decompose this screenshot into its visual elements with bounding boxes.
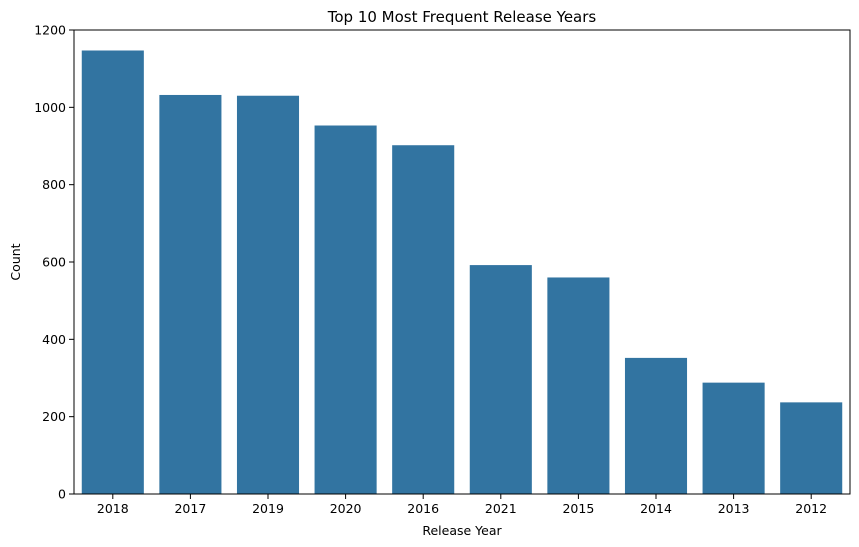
y-tick-label: 200 [42, 409, 66, 424]
bar-2012 [780, 402, 843, 494]
y-tick-label: 400 [42, 332, 66, 347]
x-tick-label: 2015 [562, 501, 594, 516]
x-tick-label: 2012 [795, 501, 827, 516]
bar-2020 [314, 125, 377, 495]
bar-2017 [159, 94, 222, 495]
bar-2018 [81, 50, 144, 494]
x-tick-label: 2014 [640, 501, 672, 516]
y-tick-label: 1000 [34, 100, 66, 115]
x-tick-label: 2013 [718, 501, 750, 516]
x-axis-label: Release Year [422, 523, 502, 538]
y-tick-label: 600 [42, 255, 66, 270]
bar-2013 [702, 382, 765, 494]
bar-2016 [392, 145, 455, 494]
plot-area: 0 200 400 600 800 1000 1200 2018 2017 2019 2020 201… [34, 23, 843, 516]
x-tick-label: 2019 [252, 501, 284, 516]
y-tick-label: 800 [42, 177, 66, 192]
bar-2021 [469, 265, 532, 494]
plot-frame [73, 29, 851, 495]
x-tick-label: 2016 [407, 501, 439, 516]
y-axis-label: Count [8, 243, 23, 280]
y-tick-label: 0 [58, 487, 66, 502]
bar-2019 [236, 95, 300, 494]
x-tick-label: 2017 [174, 501, 206, 516]
x-tick-label: 2020 [330, 501, 362, 516]
bar-2014 [624, 357, 688, 494]
bar-2015 [547, 277, 610, 494]
y-tick-label: 1200 [34, 23, 66, 38]
x-tick-label: 2021 [485, 501, 517, 516]
x-tick-label: 2018 [97, 501, 129, 516]
chart-title: Top 10 Most Frequent Release Years [327, 8, 597, 26]
